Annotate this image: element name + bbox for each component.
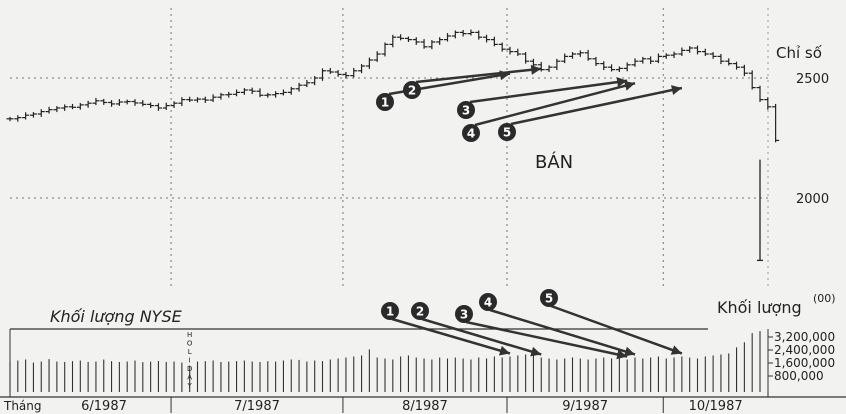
volume-signal-arrow-head <box>670 345 682 355</box>
signal-marker: 4 <box>462 124 480 142</box>
price-series <box>6 29 780 262</box>
volume-tick-label: 1,600,000 <box>774 356 835 370</box>
signal-marker-label: 5 <box>503 126 511 140</box>
volume-signal-arrow-head <box>498 345 510 356</box>
signal-marker-circle <box>381 302 399 320</box>
volume-series-label: Khối lượng NYSE <box>50 307 183 326</box>
signal-marker-label: 3 <box>460 308 468 322</box>
signal-marker-circle <box>479 293 497 311</box>
signal-marker: 2 <box>403 81 421 99</box>
month-tick-label: 8/1987 <box>402 399 448 414</box>
volume-signal-arrow-head <box>616 349 628 360</box>
signal-marker-circle <box>462 124 480 142</box>
signal-marker-label: 2 <box>408 84 416 98</box>
month-tick-label: 6/1987 <box>81 399 127 414</box>
signal-arrow-head <box>624 80 635 91</box>
grid-layer: 2500 2000 <box>10 8 829 290</box>
signal-arrow <box>469 79 628 104</box>
holiday-label-char: D <box>187 365 192 373</box>
annotation-layer: 1 1 2 2 3 3 4 4 5 5 <box>376 64 683 360</box>
price-tick-label: 2000 <box>796 192 829 207</box>
holiday-label-char: O <box>187 340 193 348</box>
volume-signal-arrow-head <box>530 346 542 357</box>
price-tick-label: 2500 <box>796 72 829 87</box>
holiday-label-char: I <box>189 357 191 365</box>
price-axis-title: Chỉ số <box>776 44 823 62</box>
signal-arrow-head <box>530 64 542 75</box>
frame-layer: 6/1987 7/1987 8/1987 9/1987 10/1987 3,200,000… <box>0 8 846 414</box>
volume-signal-arrow <box>465 320 628 358</box>
signal-marker-label: 1 <box>381 96 389 110</box>
signal-arrow <box>415 67 542 84</box>
x-axis-prefix: Tháng <box>3 399 42 413</box>
volume-signal-marker: 3 <box>455 305 473 323</box>
signal-marker-circle <box>455 305 473 323</box>
holiday-label-char: A <box>187 374 192 382</box>
signal-marker-circle <box>457 101 475 119</box>
holiday-label-char: Y <box>187 382 193 390</box>
volume-tick-label: 3,200,000 <box>774 330 835 344</box>
volume-signal-arrow <box>421 317 542 356</box>
month-tick-label: 7/1987 <box>234 399 280 414</box>
signal-marker-label: 2 <box>416 305 424 319</box>
volume-signal-arrow-head <box>623 346 635 357</box>
signal-marker: 3 <box>457 101 475 119</box>
signal-marker-label: 5 <box>545 292 553 306</box>
holiday-label-char: H <box>187 331 192 339</box>
holiday-label-char: L <box>188 348 192 356</box>
month-tick-label: 9/1987 <box>562 399 608 414</box>
volume-tick-label: 2,400,000 <box>774 343 835 357</box>
volume-axis-unit: (00) <box>813 292 836 305</box>
signal-marker: 1 <box>376 93 394 111</box>
signal-marker: 5 <box>498 123 516 141</box>
volume-signal-marker: 2 <box>411 302 429 320</box>
signal-marker-label: 1 <box>386 305 394 319</box>
signal-arrow-head <box>671 85 682 95</box>
signal-marker-label: 4 <box>467 127 475 141</box>
volume-signal-marker: 5 <box>540 289 558 307</box>
signal-marker-circle <box>498 123 516 141</box>
month-tick-label: 10/1987 <box>689 399 743 414</box>
volume-signal-arrow <box>489 308 636 356</box>
volume-signal-arrow <box>391 317 511 355</box>
signal-arrow <box>474 81 636 127</box>
volume-signal-arrow <box>550 304 683 355</box>
volume-signal-marker: 4 <box>479 293 497 311</box>
signal-arrow-head <box>616 77 628 88</box>
signal-marker-label: 3 <box>462 104 470 118</box>
signal-marker-label: 4 <box>484 296 492 310</box>
signal-marker-circle <box>540 289 558 307</box>
signal-arrow <box>510 86 683 126</box>
sell-label: BÁN <box>535 151 573 173</box>
signal-marker-circle <box>376 93 394 111</box>
volume-tick-label: 800,000 <box>774 369 824 383</box>
signal-marker-circle <box>403 81 421 99</box>
volume-axis-title: Khối lượng <box>717 298 802 317</box>
signal-marker-circle <box>411 302 429 320</box>
volume-signal-marker: 1 <box>381 302 399 320</box>
